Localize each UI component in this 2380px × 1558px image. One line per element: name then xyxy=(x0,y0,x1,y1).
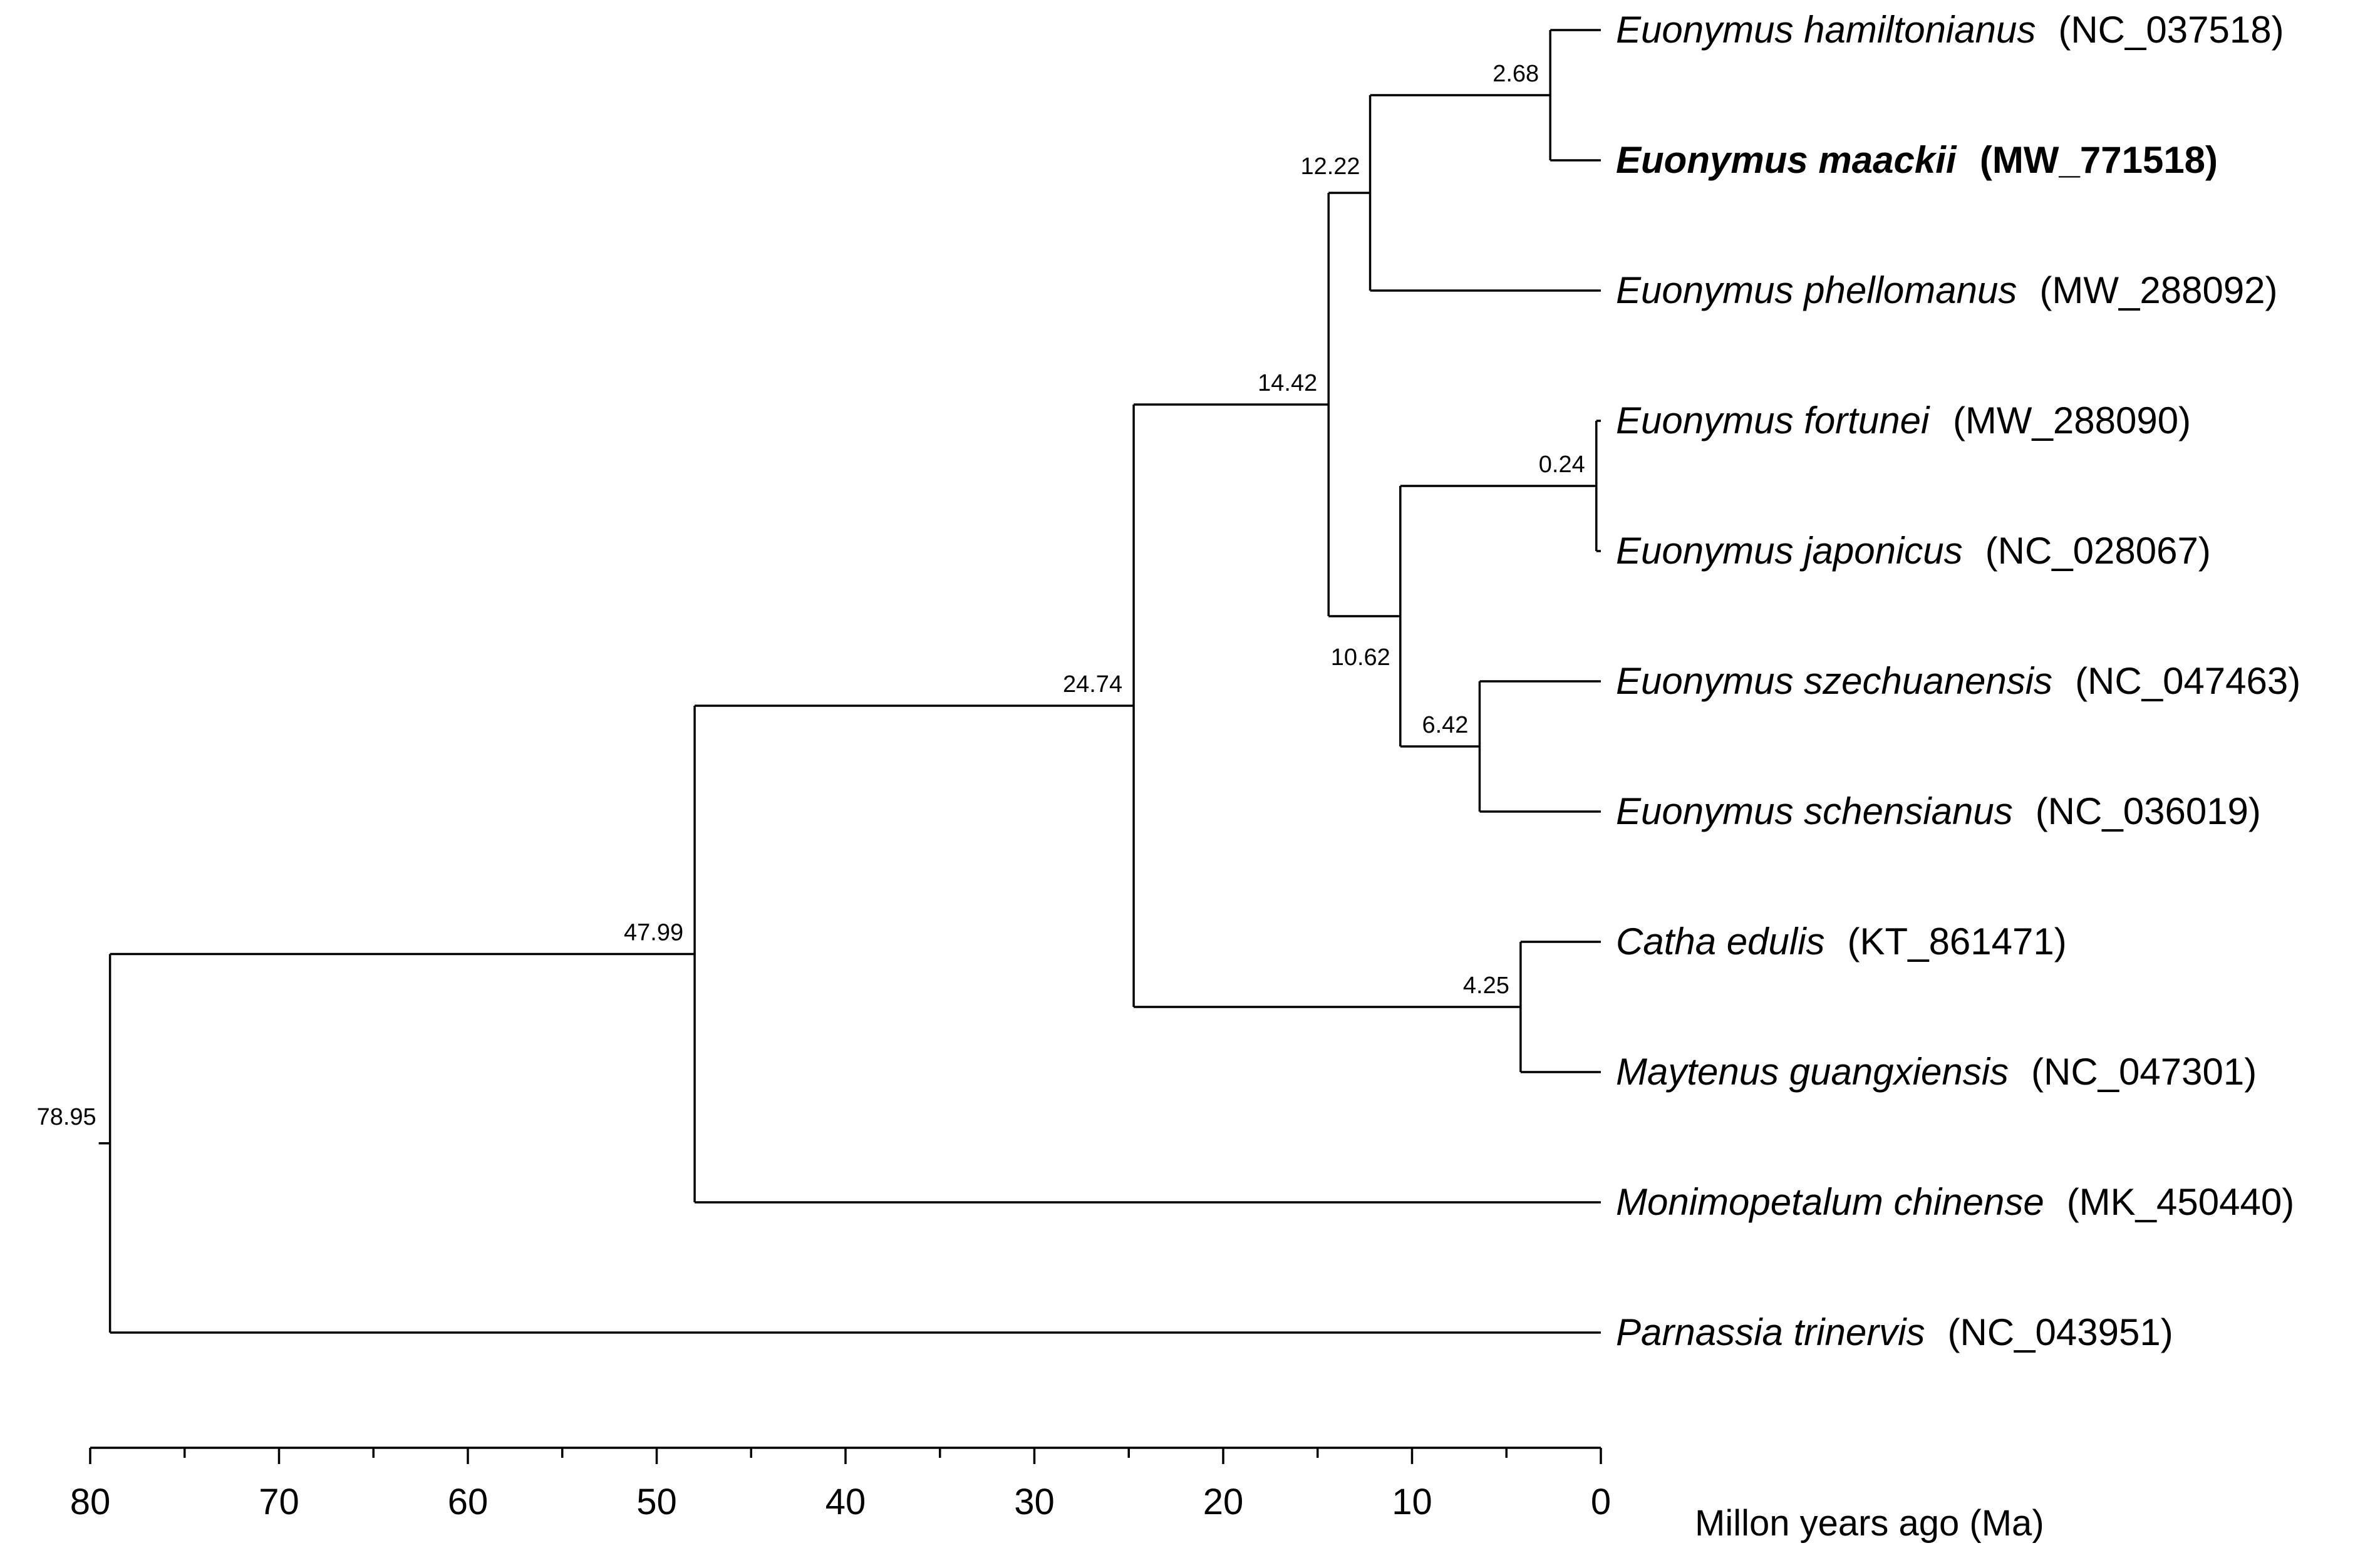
tip-name-t3: Euonymus phellomanus xyxy=(1616,269,2017,311)
tip-accession-t10: (MK_450440) xyxy=(2067,1181,2295,1223)
tip-name-t7: Euonymus schensianus xyxy=(1616,790,2013,832)
tip-accession-t7: (NC_036019) xyxy=(2036,790,2261,832)
tip-accession-t3: (MW_288092) xyxy=(2039,269,2277,311)
tip-accession-t2: (MW_771518) xyxy=(1980,139,2218,181)
tip-name-t10: Monimopetalum chinense xyxy=(1616,1181,2044,1223)
node-label-n_642: 6.42 xyxy=(1422,712,1468,738)
node-label-n_2474: 24.74 xyxy=(1063,671,1122,698)
tip-name-t1: Euonymus hamiltonianus xyxy=(1616,9,2036,51)
tip-labels: Euonymus hamiltonianus (NC_037518) Euonymu… xyxy=(1616,9,2300,1353)
tip-accession-t4: (MW_288090) xyxy=(1953,400,2191,441)
tip-accession-t9: (NC_047301) xyxy=(2031,1051,2257,1093)
node-label-n_4799: 47.99 xyxy=(624,920,683,946)
tip-name-t4: Euonymus fortunei xyxy=(1616,400,1930,441)
node-age-labels: 78.95 47.99 24.74 14.42 12.22 2.68 10.62 0.24 6.… xyxy=(37,61,1585,1130)
tip-name-t6: Euonymus szechuanensis xyxy=(1616,660,2052,702)
axis-tick-label-30: 30 xyxy=(1014,1482,1055,1522)
axis-title: Millon years ago (Ma) xyxy=(1695,1503,2044,1544)
node-label-n_1442: 14.42 xyxy=(1258,370,1317,396)
tip-accession-t8: (KT_861471) xyxy=(1848,921,2067,962)
tip-name-t8: Catha edulis xyxy=(1616,921,1825,962)
node-label-n_root: 78.95 xyxy=(37,1104,96,1130)
tip-name-t9: Maytenus guangxiensis xyxy=(1616,1051,2009,1093)
node-label-n_268: 2.68 xyxy=(1493,61,1539,87)
axis-tick-label-20: 20 xyxy=(1203,1482,1244,1522)
axis-tick-label-40: 40 xyxy=(825,1482,866,1522)
axis-tick-label-60: 60 xyxy=(448,1482,489,1522)
tip-name-t5: Euonymus japonicus xyxy=(1616,530,1963,572)
axis-tick-label-80: 80 xyxy=(70,1482,111,1522)
axis-tick-label-10: 10 xyxy=(1392,1482,1432,1522)
axis-tick-label-50: 50 xyxy=(636,1482,677,1522)
tip-accession-t6: (NC_047463) xyxy=(2075,660,2300,702)
tip-name-t11: Parnassia trinervis xyxy=(1616,1311,1925,1353)
node-label-n_1222: 12.22 xyxy=(1300,153,1360,180)
axis-tick-label-0: 0 xyxy=(1591,1482,1611,1522)
time-axis: Millon years ago (Ma) 80 70 60 50 40 30 20 10 0 xyxy=(70,1447,2044,1544)
node-label-n_425: 4.25 xyxy=(1463,972,1509,999)
tip-accession-t11: (NC_043951) xyxy=(1948,1311,2173,1353)
tip-accession-t1: (NC_037518) xyxy=(2058,9,2284,51)
tip-accession-t5: (NC_028067) xyxy=(1985,530,2211,572)
tree-branches xyxy=(98,29,1601,1334)
tip-name-t2: Euonymus maackii xyxy=(1616,139,1957,181)
axis-tick-label-70: 70 xyxy=(259,1482,299,1522)
node-label-n_1062: 10.62 xyxy=(1331,644,1390,671)
node-label-n_024: 0.24 xyxy=(1539,451,1585,478)
